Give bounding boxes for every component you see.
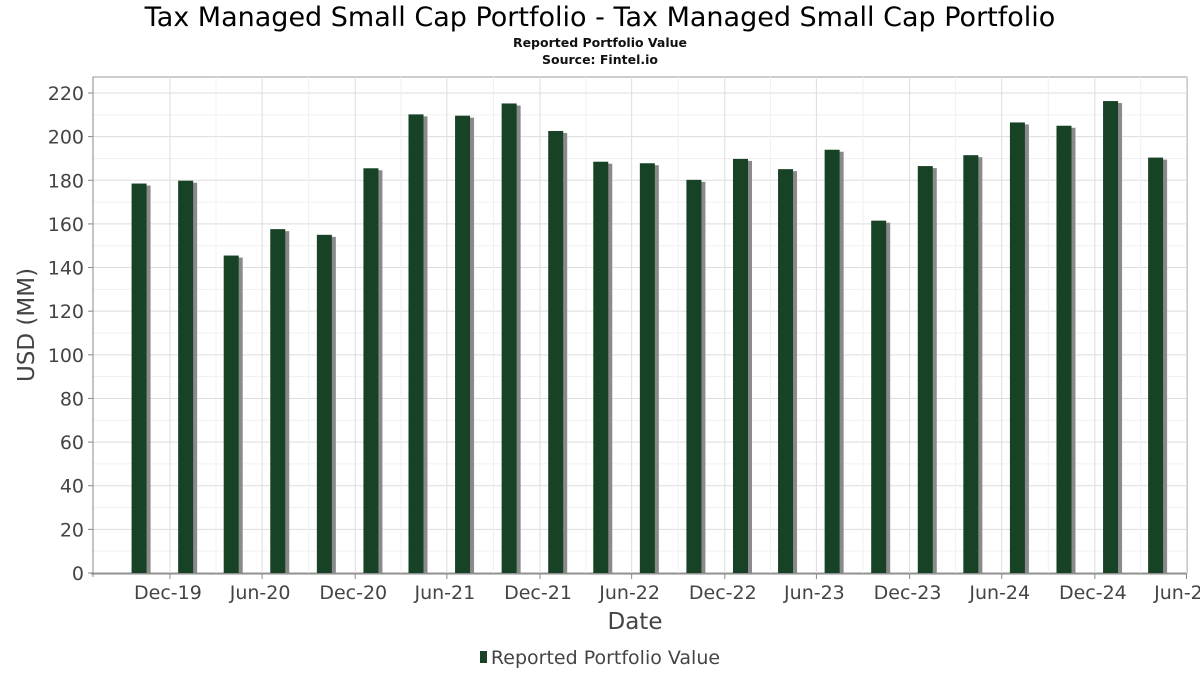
bar xyxy=(778,169,794,574)
x-tick-label: Dec-20 xyxy=(319,582,387,604)
bar xyxy=(270,229,286,574)
bar xyxy=(686,179,702,573)
bar xyxy=(824,149,840,573)
x-tick-label: Jun-22 xyxy=(598,582,660,604)
y-tick-label: 0 xyxy=(72,563,84,585)
y-tick-label: 20 xyxy=(60,519,84,541)
x-tick-label: Jun-23 xyxy=(783,582,845,604)
y-tick-label: 80 xyxy=(60,388,84,410)
x-tick-label: Jun-25 xyxy=(1153,582,1200,604)
y-tick-label: 40 xyxy=(60,476,84,498)
bar xyxy=(408,114,424,573)
bar xyxy=(316,234,332,573)
bar xyxy=(131,183,147,573)
chart-title: Tax Managed Small Cap Portfolio - Tax Ma… xyxy=(144,2,1056,33)
bar xyxy=(178,180,194,573)
legend-label: Reported Portfolio Value xyxy=(490,647,721,669)
y-tick-label: 160 xyxy=(48,214,84,236)
x-tick-label: Dec-22 xyxy=(689,582,757,604)
x-tick-label: Dec-19 xyxy=(134,582,202,604)
x-tick-label: Jun-20 xyxy=(229,582,291,604)
bar xyxy=(639,163,655,573)
y-tick-label: 100 xyxy=(48,345,84,367)
bar xyxy=(732,158,748,573)
y-axis-title: USD (MM) xyxy=(14,268,40,382)
bar xyxy=(917,166,933,573)
bar xyxy=(1148,157,1164,573)
x-axis-title: Date xyxy=(608,609,663,635)
x-tick-label: Jun-24 xyxy=(968,582,1030,604)
y-tick-label: 180 xyxy=(48,170,84,192)
bar xyxy=(963,155,979,573)
x-tick-label: Jun-21 xyxy=(413,582,475,604)
legend-swatch xyxy=(479,651,487,663)
x-tick-label: Dec-24 xyxy=(1059,582,1127,604)
bar xyxy=(223,255,239,573)
bar xyxy=(593,161,609,573)
x-tick-label: Dec-23 xyxy=(874,582,942,604)
x-tick-label: Dec-21 xyxy=(504,582,572,604)
chart-subtitle: Reported Portfolio Value xyxy=(512,35,688,50)
chart-source: Source: Fintel.io xyxy=(542,52,658,67)
y-tick-label: 120 xyxy=(48,301,84,323)
y-tick-label: 200 xyxy=(48,127,84,149)
bar xyxy=(1103,101,1119,573)
bar xyxy=(455,115,471,573)
bar xyxy=(501,103,517,574)
y-tick-label: 140 xyxy=(48,258,84,280)
legend: Reported Portfolio Value xyxy=(0,647,1200,669)
bar xyxy=(871,220,887,574)
bar xyxy=(1056,125,1072,574)
bar xyxy=(363,168,379,574)
bar xyxy=(1009,122,1025,574)
y-tick-label: 220 xyxy=(48,83,84,105)
y-tick-label: 60 xyxy=(60,432,84,454)
bar xyxy=(548,130,564,574)
